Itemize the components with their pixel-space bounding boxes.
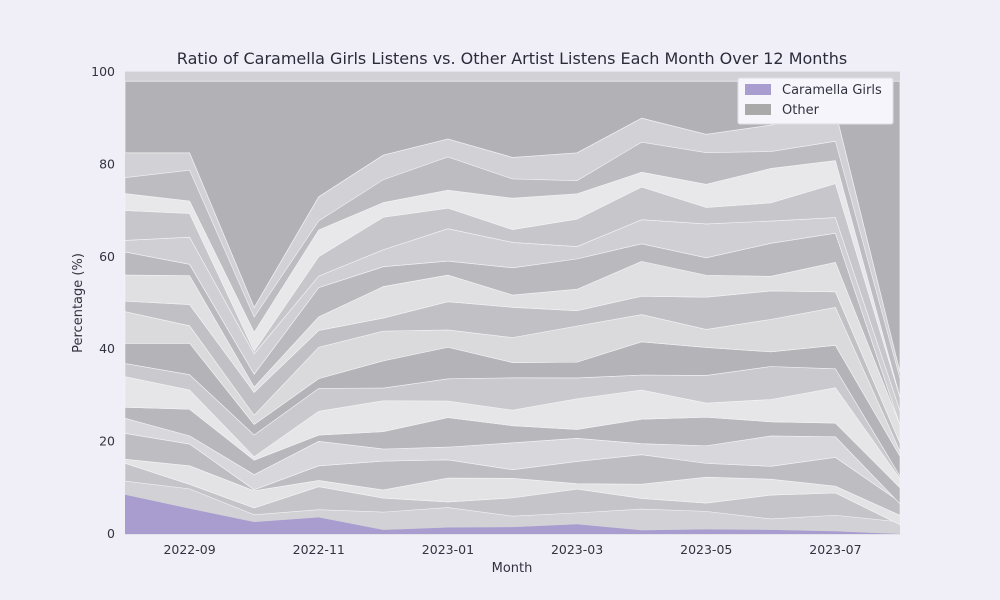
legend-box [737,77,894,125]
y-tick-label: 80 [99,156,115,171]
x-tick-label: 2022-11 [293,542,345,557]
area-other-band [124,140,901,398]
y-tick-label: 60 [99,249,115,264]
legend-label-caramella-girls: Caramella Girls [782,83,882,98]
x-tick-label: 2023-05 [680,542,732,557]
y-tick-label: 0 [107,526,115,541]
x-tick-label: 2023-07 [809,542,861,557]
x-axis: 2022-09 2022-11 2023-01 2023-03 2023-05 2023-… [163,542,861,557]
y-tick-label: 20 [99,434,115,449]
y-axis: 0 20 40 60 80 100 [91,64,115,541]
x-axis-label: Month [492,561,533,576]
x-tick-label: 2022-09 [163,542,215,557]
chart-title: Ratio of Caramella Girls Listens vs. Oth… [177,49,847,68]
x-tick-label: 2023-01 [422,542,474,557]
legend-swatch-caramella-girls [745,84,771,95]
area-other-dominant [124,80,901,373]
legend: Caramella Girls Other [737,77,894,125]
x-tick-label: 2023-03 [551,542,603,557]
legend-swatch-other [745,104,771,115]
y-tick-label: 100 [91,64,115,79]
plot-area [124,71,901,535]
y-tick-label: 40 [99,341,115,356]
area-caramella-girls [125,494,900,534]
y-axis-label: Percentage (%) [71,253,86,353]
legend-label-other: Other [782,103,820,118]
